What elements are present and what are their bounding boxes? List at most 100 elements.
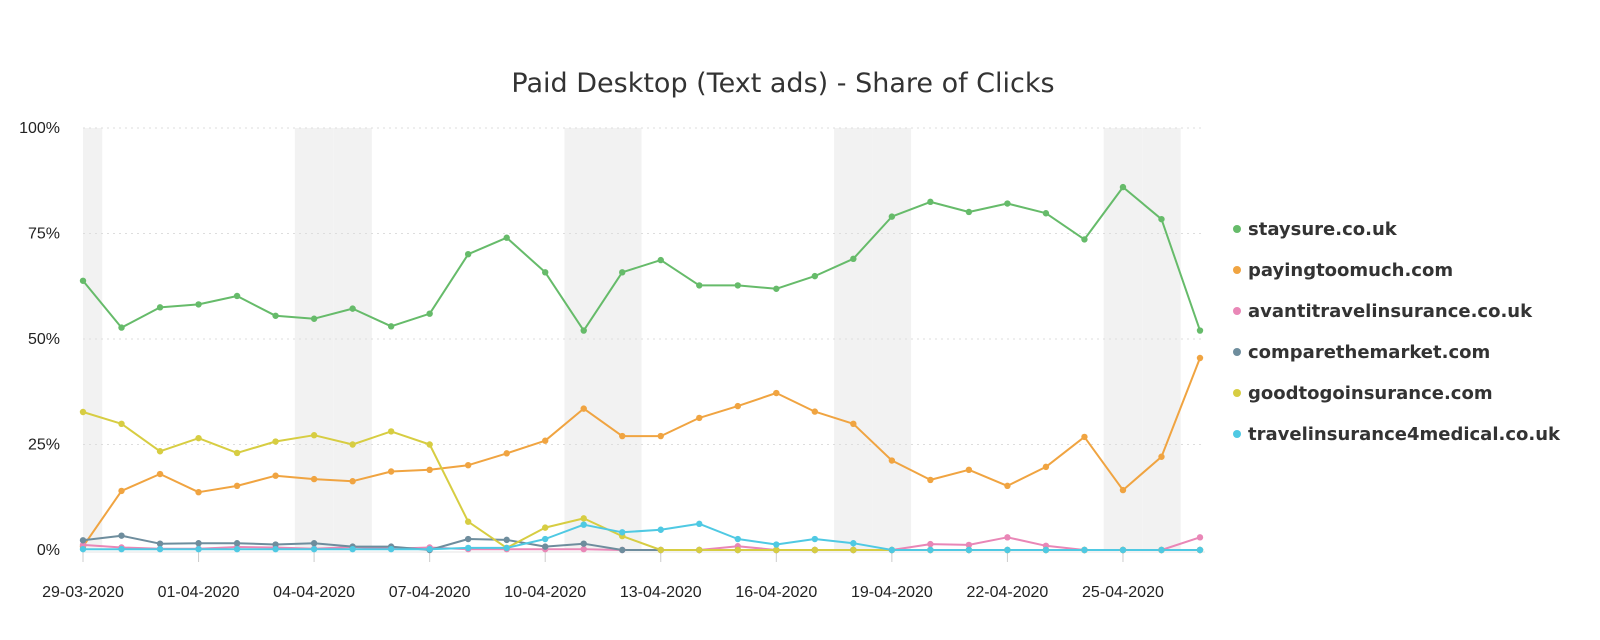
data-point-payingtoomuch-com[interactable] [696, 414, 703, 422]
data-point-goodtogoinsurance-com[interactable] [349, 441, 356, 448]
data-point-staysure-co-uk[interactable] [464, 250, 472, 258]
data-point-payingtoomuch-com[interactable] [850, 420, 857, 428]
data-point-travelinsurance4medical-co-uk[interactable] [310, 545, 318, 553]
data-point-travelinsurance4medical-co-uk[interactable] [773, 541, 780, 548]
data-point-staysure-co-uk[interactable] [79, 277, 87, 284]
data-point-payingtoomuch-com[interactable] [1004, 482, 1011, 490]
data-point-staysure-co-uk[interactable] [811, 272, 819, 280]
data-point-travelinsurance4medical-co-uk[interactable] [1004, 546, 1011, 554]
legend-item-goodtogoinsurance-com[interactable]: goodtogoinsurance.com [1233, 383, 1493, 404]
data-point-payingtoomuch-com[interactable] [1119, 486, 1127, 494]
data-point-staysure-co-uk[interactable] [118, 324, 125, 331]
data-point-payingtoomuch-com[interactable] [387, 468, 395, 475]
data-point-staysure-co-uk[interactable] [1081, 236, 1088, 243]
data-point-payingtoomuch-com[interactable] [503, 450, 510, 457]
data-point-staysure-co-uk[interactable] [1196, 327, 1204, 334]
data-point-travelinsurance4medical-co-uk[interactable] [272, 545, 279, 553]
data-point-comparethemarket-com[interactable] [79, 537, 87, 544]
data-point-goodtogoinsurance-com[interactable] [310, 432, 318, 439]
data-point-payingtoomuch-com[interactable] [272, 472, 279, 479]
data-point-comparethemarket-com[interactable] [580, 540, 587, 547]
data-point-goodtogoinsurance-com[interactable] [542, 524, 549, 531]
data-point-goodtogoinsurance-com[interactable] [195, 434, 202, 442]
data-point-staysure-co-uk[interactable] [696, 282, 703, 289]
data-point-payingtoomuch-com[interactable] [619, 432, 626, 440]
data-point-travelinsurance4medical-co-uk[interactable] [195, 545, 202, 553]
data-point-payingtoomuch-com[interactable] [965, 466, 973, 474]
data-point-travelinsurance4medical-co-uk[interactable] [464, 544, 472, 552]
data-point-staysure-co-uk[interactable] [156, 304, 164, 311]
data-point-avantitravelinsurance-co-uk[interactable] [927, 540, 934, 548]
data-point-goodtogoinsurance-com[interactable] [811, 546, 819, 554]
legend-item-avantitravelinsurance-co-uk[interactable]: avantitravelinsurance.co.uk [1233, 301, 1533, 322]
data-point-goodtogoinsurance-com[interactable] [696, 546, 703, 554]
data-point-staysure-co-uk[interactable] [927, 198, 934, 206]
data-point-avantitravelinsurance-co-uk[interactable] [1196, 534, 1204, 541]
data-point-travelinsurance4medical-co-uk[interactable] [1119, 546, 1127, 554]
data-point-staysure-co-uk[interactable] [349, 305, 356, 312]
data-point-avantitravelinsurance-co-uk[interactable] [580, 545, 587, 553]
data-point-payingtoomuch-com[interactable] [1196, 354, 1204, 362]
data-point-goodtogoinsurance-com[interactable] [850, 546, 857, 554]
data-point-comparethemarket-com[interactable] [233, 540, 241, 547]
data-point-travelinsurance4medical-co-uk[interactable] [619, 529, 626, 536]
data-point-staysure-co-uk[interactable] [888, 213, 896, 220]
data-point-travelinsurance4medical-co-uk[interactable] [1042, 546, 1050, 554]
data-point-goodtogoinsurance-com[interactable] [79, 408, 87, 416]
data-point-avantitravelinsurance-co-uk[interactable] [965, 541, 973, 549]
data-point-goodtogoinsurance-com[interactable] [580, 515, 587, 522]
data-point-comparethemarket-com[interactable] [542, 543, 549, 550]
data-point-staysure-co-uk[interactable] [542, 269, 549, 276]
legend-item-staysure-co-uk[interactable]: staysure.co.uk [1233, 219, 1398, 240]
data-point-staysure-co-uk[interactable] [1158, 215, 1165, 223]
data-point-comparethemarket-com[interactable] [195, 540, 202, 547]
data-point-payingtoomuch-com[interactable] [349, 478, 356, 485]
data-point-travelinsurance4medical-co-uk[interactable] [965, 546, 973, 554]
data-point-travelinsurance4medical-co-uk[interactable] [696, 520, 703, 528]
data-point-travelinsurance4medical-co-uk[interactable] [1158, 546, 1165, 554]
data-point-payingtoomuch-com[interactable] [195, 488, 202, 496]
data-point-payingtoomuch-com[interactable] [811, 408, 819, 415]
data-point-goodtogoinsurance-com[interactable] [426, 441, 433, 448]
data-point-staysure-co-uk[interactable] [310, 315, 318, 322]
data-point-comparethemarket-com[interactable] [619, 546, 626, 554]
data-point-staysure-co-uk[interactable] [619, 269, 626, 276]
data-point-travelinsurance4medical-co-uk[interactable] [426, 545, 433, 553]
data-point-payingtoomuch-com[interactable] [310, 475, 318, 483]
data-point-payingtoomuch-com[interactable] [1158, 453, 1165, 460]
data-point-staysure-co-uk[interactable] [195, 301, 202, 308]
data-point-payingtoomuch-com[interactable] [233, 482, 241, 490]
data-point-staysure-co-uk[interactable] [426, 310, 433, 317]
data-point-goodtogoinsurance-com[interactable] [734, 546, 741, 554]
data-point-goodtogoinsurance-com[interactable] [657, 546, 664, 554]
data-point-payingtoomuch-com[interactable] [156, 470, 164, 478]
data-point-goodtogoinsurance-com[interactable] [387, 428, 395, 435]
legend-item-payingtoomuch-com[interactable]: payingtoomuch.com [1233, 260, 1453, 281]
data-point-goodtogoinsurance-com[interactable] [156, 448, 164, 455]
data-point-travelinsurance4medical-co-uk[interactable] [156, 545, 164, 553]
data-point-travelinsurance4medical-co-uk[interactable] [233, 545, 241, 553]
data-point-staysure-co-uk[interactable] [580, 327, 587, 334]
data-point-payingtoomuch-com[interactable] [1081, 433, 1088, 441]
data-point-travelinsurance4medical-co-uk[interactable] [734, 535, 741, 543]
data-point-payingtoomuch-com[interactable] [580, 405, 587, 412]
data-point-payingtoomuch-com[interactable] [657, 432, 664, 440]
data-point-staysure-co-uk[interactable] [850, 255, 857, 263]
data-point-travelinsurance4medical-co-uk[interactable] [927, 546, 934, 554]
data-point-goodtogoinsurance-com[interactable] [272, 438, 279, 445]
data-point-goodtogoinsurance-com[interactable] [233, 449, 241, 457]
data-point-comparethemarket-com[interactable] [310, 540, 318, 547]
data-point-travelinsurance4medical-co-uk[interactable] [657, 526, 664, 533]
data-point-comparethemarket-com[interactable] [503, 536, 510, 544]
data-point-payingtoomuch-com[interactable] [773, 389, 780, 397]
data-point-travelinsurance4medical-co-uk[interactable] [1081, 546, 1088, 554]
legend-item-comparethemarket-com[interactable]: comparethemarket.com [1233, 342, 1490, 363]
data-point-staysure-co-uk[interactable] [272, 312, 279, 319]
data-point-payingtoomuch-com[interactable] [927, 476, 934, 484]
data-point-payingtoomuch-com[interactable] [542, 437, 549, 444]
data-point-payingtoomuch-com[interactable] [734, 402, 741, 410]
data-point-goodtogoinsurance-com[interactable] [464, 518, 472, 525]
data-point-staysure-co-uk[interactable] [965, 208, 973, 216]
data-point-staysure-co-uk[interactable] [387, 323, 395, 330]
data-point-payingtoomuch-com[interactable] [118, 487, 125, 495]
